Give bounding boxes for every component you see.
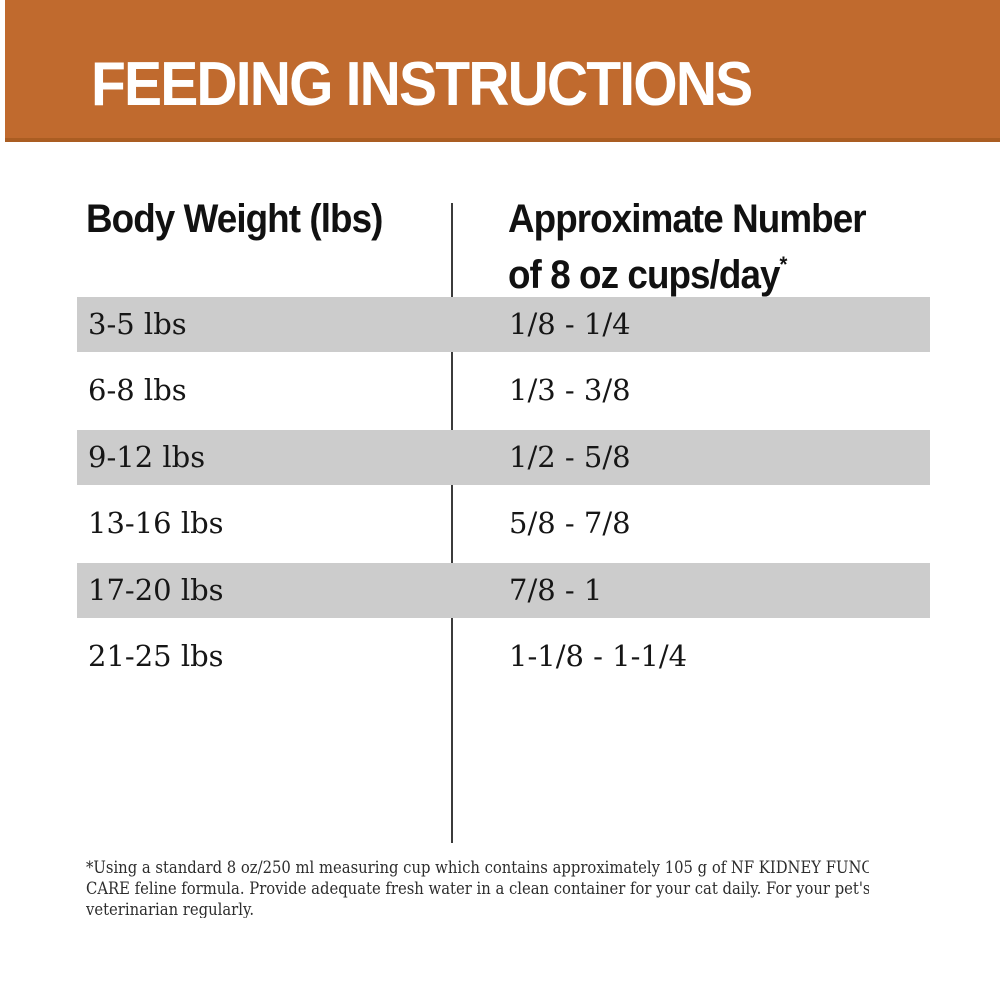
- feeding-instructions-banner: FEEDING INSTRUCTIONS: [5, 0, 1000, 142]
- table-row: 13-16 lbs 5/8 - 7/8: [77, 496, 930, 551]
- cups-per-day-cell: 1/8 - 1/4: [509, 307, 631, 341]
- column-header-cups-per-day: Approximate Number of 8 oz cups/day*: [508, 196, 867, 298]
- column-divider-line: [451, 203, 453, 843]
- column-header-cups-line1: Approximate Number: [508, 197, 867, 241]
- table-row: 17-20 lbs 7/8 - 1: [77, 563, 930, 618]
- footnote-line: *Using a standard 8 oz/250 ml measuring …: [86, 858, 869, 878]
- footnote-asterisk-marker: *: [779, 252, 788, 277]
- table-row: 3-5 lbs 1/8 - 1/4: [77, 297, 930, 352]
- body-weight-cell: 17-20 lbs: [88, 573, 224, 607]
- body-weight-cell: 6-8 lbs: [88, 373, 187, 407]
- column-header-body-weight: Body Weight (lbs): [86, 197, 383, 241]
- body-weight-cell: 21-25 lbs: [88, 639, 224, 673]
- column-header-cups-line2-text: of 8 oz cups/day: [508, 253, 780, 297]
- cups-per-day-cell: 5/8 - 7/8: [509, 506, 631, 540]
- body-weight-cell: 13-16 lbs: [88, 506, 224, 540]
- body-weight-cell: 9-12 lbs: [88, 440, 206, 474]
- footnote-line: veterinarian regularly.: [86, 900, 255, 918]
- page-title: FEEDING INSTRUCTIONS: [91, 50, 753, 119]
- measuring-cup-footnote: *Using a standard 8 oz/250 ml measuring …: [86, 858, 869, 918]
- cups-per-day-cell: 7/8 - 1: [509, 573, 603, 607]
- footnote-line: CARE feline formula. Provide adequate fr…: [86, 879, 869, 899]
- table-row: 9-12 lbs 1/2 - 5/8: [77, 430, 930, 485]
- cups-per-day-cell: 1/2 - 5/8: [509, 440, 631, 474]
- column-header-cups-line2: of 8 oz cups/day*: [508, 242, 866, 298]
- table-row: 21-25 lbs 1-1/8 - 1-1/4: [77, 629, 930, 684]
- cups-per-day-cell: 1/3 - 3/8: [509, 373, 631, 407]
- table-row: 6-8 lbs 1/3 - 3/8: [77, 363, 930, 418]
- cups-per-day-cell: 1-1/8 - 1-1/4: [509, 639, 688, 673]
- body-weight-cell: 3-5 lbs: [88, 307, 187, 341]
